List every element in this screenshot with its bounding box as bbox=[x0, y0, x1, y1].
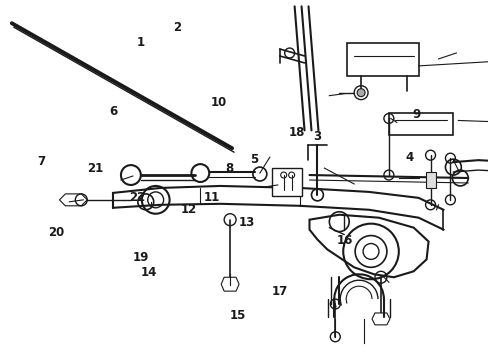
Polygon shape bbox=[426, 172, 436, 188]
Text: 7: 7 bbox=[38, 155, 46, 168]
Text: 9: 9 bbox=[412, 108, 420, 121]
Circle shape bbox=[357, 89, 365, 96]
Polygon shape bbox=[310, 215, 429, 277]
Polygon shape bbox=[389, 113, 453, 135]
Text: 12: 12 bbox=[181, 203, 197, 216]
Text: 19: 19 bbox=[132, 251, 148, 264]
Text: 1: 1 bbox=[136, 36, 145, 49]
Polygon shape bbox=[59, 194, 87, 206]
Text: 18: 18 bbox=[289, 126, 305, 139]
Text: 2: 2 bbox=[173, 21, 181, 33]
Text: 17: 17 bbox=[272, 285, 288, 298]
Text: 4: 4 bbox=[405, 151, 414, 165]
Text: 3: 3 bbox=[313, 130, 321, 143]
Polygon shape bbox=[372, 313, 390, 325]
Polygon shape bbox=[347, 43, 418, 76]
Text: 20: 20 bbox=[48, 226, 64, 239]
Polygon shape bbox=[272, 168, 301, 196]
Text: 11: 11 bbox=[204, 191, 220, 204]
Text: 10: 10 bbox=[211, 96, 227, 109]
Text: 14: 14 bbox=[141, 266, 157, 279]
Text: 5: 5 bbox=[250, 153, 258, 166]
Polygon shape bbox=[221, 277, 239, 291]
Text: 13: 13 bbox=[239, 216, 255, 229]
Text: 6: 6 bbox=[110, 105, 118, 118]
Text: 8: 8 bbox=[225, 162, 234, 175]
Text: 21: 21 bbox=[87, 162, 103, 175]
Text: 22: 22 bbox=[129, 191, 146, 204]
Text: 15: 15 bbox=[229, 309, 246, 321]
Text: 16: 16 bbox=[337, 234, 353, 247]
